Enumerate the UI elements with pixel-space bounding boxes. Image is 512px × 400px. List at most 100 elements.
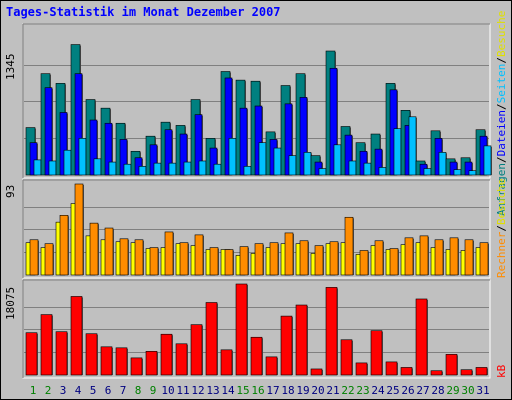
bar-kb-23-fill: [355, 362, 368, 376]
bar-rechner-23-fill: [359, 250, 369, 276]
bar-rechner-23: [359, 250, 369, 276]
bar-rechner-18: [284, 232, 294, 276]
x-tick-label: 24: [371, 384, 385, 397]
bar-seiten-26-fill: [408, 116, 417, 176]
y-max-label-bottom: 18075: [4, 287, 17, 320]
bar-kb-1: [25, 332, 38, 376]
legend-middle: Rechner/Besuche: [495, 179, 508, 278]
x-tick-label: 30: [461, 384, 474, 397]
bar-seiten-15-fill: [243, 166, 252, 176]
bar-kb-10: [160, 333, 173, 376]
bar-seiten-9-fill: [153, 162, 162, 176]
bar-dateien-1-fill: [29, 142, 38, 176]
bar-kb-19-fill: [295, 304, 308, 376]
bar-kb-30: [460, 369, 473, 376]
bar-rechner-5-fill: [89, 222, 99, 276]
bar-dateien-4-fill: [74, 73, 83, 176]
bar-seiten-28-fill: [438, 152, 447, 176]
bar-rechner-13-fill: [209, 247, 219, 276]
bar-seiten-23-fill: [363, 162, 372, 176]
bar-kb-31: [475, 367, 488, 376]
bar-dateien-29: [449, 161, 458, 176]
bar-rechner-16: [254, 243, 264, 276]
x-tick-label: 22: [341, 384, 354, 397]
legend-entry: /: [495, 57, 508, 64]
bars: [25, 44, 492, 376]
legend-bottom: kB: [495, 364, 508, 378]
bar-rechner-22-fill: [344, 216, 354, 276]
bar-kb-26: [400, 367, 413, 376]
right-legend: Anfragen/Dateien/Seiten/BesucheRechner/B…: [495, 11, 508, 378]
bar-dateien-2-fill: [44, 87, 53, 176]
x-tick-label: 4: [75, 384, 82, 397]
bar-rechner-20-fill: [314, 245, 324, 276]
bar-kb-2: [40, 314, 53, 376]
bar-dateien-22-fill: [344, 134, 353, 176]
bar-dateien-1: [29, 142, 38, 176]
bar-seiten-24-fill: [378, 167, 387, 176]
bar-rechner-4: [74, 183, 84, 276]
y-labels: 1345 93 18075: [4, 54, 17, 321]
bar-kb-21: [325, 287, 338, 376]
bar-rechner-9-fill: [149, 247, 159, 276]
bar-kb-3: [55, 331, 68, 376]
bar-kb-15-fill: [235, 283, 248, 376]
bar-dateien-19: [299, 97, 308, 176]
bar-rechner-20: [314, 245, 324, 276]
x-tick-label: 28: [431, 384, 444, 397]
bar-kb-16: [250, 336, 263, 376]
x-tick-label: 31: [476, 384, 489, 397]
bar-rechner-6-fill: [104, 227, 114, 276]
bar-rechner-1: [29, 239, 39, 276]
bar-rechner-10: [164, 231, 174, 276]
bar-kb-17-fill: [265, 356, 278, 376]
bar-kb-14-fill: [220, 349, 233, 376]
bar-dateien-14: [224, 77, 233, 176]
bar-kb-11: [175, 343, 188, 376]
bar-dateien-21: [329, 67, 338, 176]
bar-dateien-30-fill: [464, 161, 473, 176]
x-tick-label: 10: [161, 384, 174, 397]
bar-rechner-8: [134, 239, 144, 276]
bar-kb-9: [145, 351, 158, 376]
x-tick-label: 8: [135, 384, 142, 397]
bar-dateien-9-fill: [149, 144, 158, 176]
bar-kb-29-fill: [445, 354, 458, 376]
bar-dateien-11-fill: [179, 133, 188, 176]
bar-dateien-10: [164, 129, 173, 176]
bar-rechner-6: [104, 227, 114, 276]
bar-kb-12: [190, 324, 203, 376]
bar-kb-25-fill: [385, 361, 398, 376]
bar-dateien-15-fill: [239, 107, 248, 176]
bar-rechner-21: [329, 241, 339, 276]
x-tick-label: 14: [221, 384, 235, 397]
bar-kb-4: [70, 296, 83, 376]
legend-entry: kB: [495, 364, 508, 378]
bar-rechner-8-fill: [134, 239, 144, 276]
bar-kb-31-fill: [475, 367, 488, 376]
bar-seiten-3-fill: [63, 149, 72, 176]
bar-dateien-18: [284, 103, 293, 176]
x-tick-label: 21: [326, 384, 339, 397]
x-tick-label: 16: [251, 384, 264, 397]
bar-seiten-4-fill: [78, 138, 87, 176]
bar-rechner-2: [44, 243, 54, 276]
legend-entry: Dateien: [495, 110, 508, 156]
x-tick-label: 18: [281, 384, 294, 397]
bar-kb-8-fill: [130, 357, 143, 376]
bar-rechner-3-fill: [59, 215, 69, 276]
bar-rechner-26-fill: [404, 237, 414, 276]
bar-seiten-29-fill: [453, 169, 462, 176]
bar-rechner-29-fill: [449, 237, 459, 276]
x-tick-label: 3: [60, 384, 67, 397]
bar-dateien-21-fill: [329, 67, 338, 176]
x-tick-label: 12: [191, 384, 204, 397]
x-tick-label: 23: [356, 384, 369, 397]
bar-rechner-15: [239, 246, 249, 276]
bar-kb-17: [265, 356, 278, 376]
bar-kb-12-fill: [190, 324, 203, 376]
x-tick-label: 1: [30, 384, 37, 397]
bar-kb-30-fill: [460, 369, 473, 376]
bar-kb-21-fill: [325, 287, 338, 376]
bar-seiten-7-fill: [123, 163, 132, 176]
